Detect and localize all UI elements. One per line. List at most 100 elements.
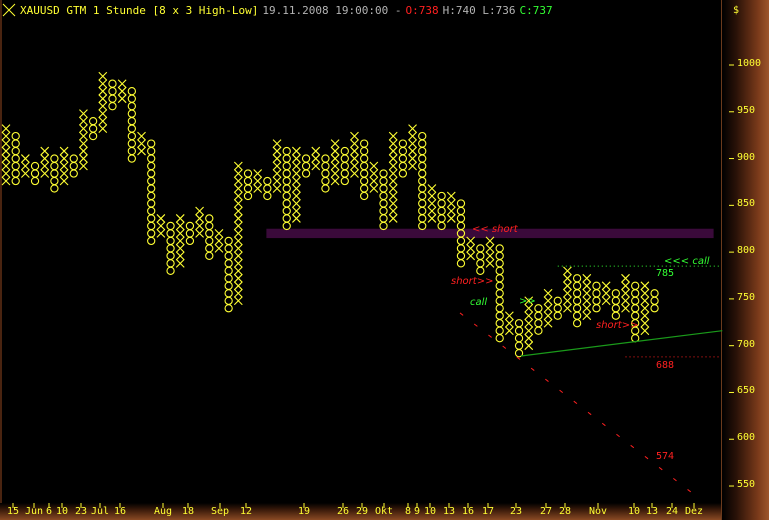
x-box	[233, 258, 243, 268]
pnf-column-x	[292, 146, 301, 223]
o-box	[11, 161, 20, 171]
o-box	[30, 161, 40, 171]
x-box	[466, 251, 476, 261]
annotation-short-1: short>>	[451, 276, 494, 287]
x-box	[408, 154, 417, 163]
x-tick-label: 13	[442, 506, 456, 517]
y-tick-label: 750	[737, 291, 756, 303]
o-box	[147, 191, 156, 201]
y-tick-label: 850	[737, 198, 756, 210]
o-box	[224, 289, 233, 298]
pnf-column-x	[621, 273, 630, 313]
x-box	[388, 161, 398, 171]
x-box	[98, 94, 108, 104]
x-box	[369, 161, 379, 171]
o-box	[572, 311, 582, 320]
o-box	[263, 184, 272, 193]
o-box	[282, 161, 291, 171]
x-box	[79, 139, 88, 148]
o-box	[166, 229, 175, 238]
pnf-column-x	[466, 236, 476, 261]
x-box	[640, 296, 650, 306]
x-box	[98, 86, 108, 96]
x-box	[350, 169, 359, 178]
x-box	[563, 303, 572, 313]
o-box	[166, 259, 175, 268]
pnf-column-o	[631, 281, 640, 343]
y-tick-label: 700	[737, 338, 756, 350]
x-box	[563, 266, 572, 276]
cross-icon	[2, 3, 16, 17]
o-box	[495, 326, 504, 335]
x-box	[214, 229, 224, 238]
x-tick-label: 8	[404, 506, 412, 517]
x-tick-label: 9	[413, 506, 421, 517]
o-box	[108, 79, 117, 88]
o-box	[321, 184, 330, 193]
x-box	[79, 161, 88, 171]
o-box	[553, 296, 562, 305]
pnf-column-x	[117, 79, 127, 104]
x-box	[137, 131, 146, 141]
o-box	[147, 206, 156, 216]
x-box	[446, 191, 456, 201]
x-box	[195, 229, 204, 238]
o-box	[282, 146, 291, 156]
x-tick-label: Okt	[374, 506, 394, 517]
x-tick-label: 28	[558, 506, 572, 517]
o-box	[572, 289, 582, 298]
price-axis[interactable]	[721, 0, 769, 520]
x-box	[1, 131, 11, 141]
x-box	[485, 251, 495, 261]
pnf-column-x	[582, 273, 592, 321]
pnf-column-o	[650, 289, 659, 313]
o-box	[166, 236, 175, 246]
o-box	[514, 319, 524, 328]
pnf-column-o	[514, 319, 524, 358]
x-box	[79, 146, 88, 156]
x-box	[79, 154, 88, 163]
o-box	[263, 176, 272, 186]
o-box	[205, 229, 214, 238]
pnf-column-o	[418, 131, 427, 231]
pnf-column-o	[611, 289, 620, 320]
o-box	[592, 304, 601, 313]
o-box	[88, 131, 98, 141]
o-box	[282, 214, 291, 223]
x-box	[350, 131, 359, 141]
o-box	[340, 146, 349, 156]
o-box	[495, 296, 504, 305]
x-box	[156, 221, 166, 231]
pnf-column-o	[88, 116, 98, 141]
o-box	[495, 274, 504, 283]
pnf-column-x	[408, 124, 417, 171]
o-box	[418, 191, 427, 201]
x-box	[1, 124, 11, 134]
o-box	[572, 274, 582, 283]
o-box	[360, 146, 369, 156]
x-box	[640, 311, 650, 321]
pnf-column-o	[495, 244, 504, 343]
o-box	[611, 296, 620, 305]
x-box	[175, 229, 185, 238]
o-box	[398, 169, 408, 178]
pnf-column-o	[30, 161, 40, 186]
o-box	[456, 199, 466, 208]
o-box	[495, 304, 504, 313]
o-box	[456, 236, 466, 246]
pnf-column-x	[524, 296, 534, 351]
x-tick-label: Dez	[684, 506, 704, 517]
x-box	[156, 214, 166, 223]
o-box	[301, 154, 311, 163]
time-axis[interactable]	[0, 503, 721, 520]
x-box	[233, 288, 243, 298]
target-line	[459, 312, 696, 496]
pnf-column-x	[214, 229, 224, 253]
o-box	[282, 169, 291, 178]
pnf-column-x	[195, 206, 204, 238]
x-box	[504, 326, 514, 336]
x-box	[543, 311, 553, 321]
x-box	[272, 146, 282, 156]
o-box	[108, 94, 117, 103]
